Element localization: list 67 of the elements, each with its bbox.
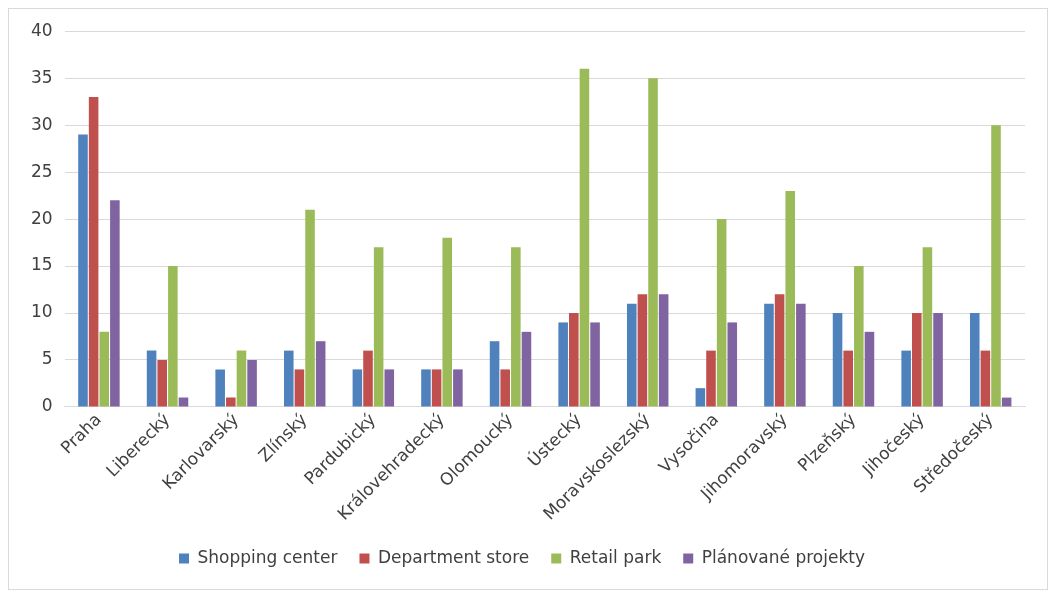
y-tick-label: 30	[30, 113, 53, 134]
y-tick-label: 25	[30, 160, 53, 181]
bar	[373, 247, 384, 407]
bar	[315, 341, 326, 407]
y-tick-label: 5	[41, 348, 53, 369]
y-tick-label: 15	[30, 254, 53, 275]
bar	[969, 313, 980, 407]
bar	[215, 369, 225, 407]
bar	[283, 350, 294, 407]
bar	[569, 313, 579, 407]
bar	[247, 360, 257, 407]
bar	[922, 247, 933, 407]
y-tick-label: 0	[41, 395, 53, 416]
bar	[832, 313, 843, 407]
bar	[157, 360, 167, 407]
bar	[431, 369, 442, 407]
bar	[421, 369, 431, 407]
bar	[980, 350, 991, 407]
bar	[384, 369, 395, 407]
bar	[579, 68, 590, 407]
bar	[785, 190, 796, 407]
bar	[453, 369, 463, 407]
bar	[796, 303, 806, 407]
y-tick-label: 40	[30, 19, 53, 40]
bar	[168, 266, 178, 407]
bar	[912, 313, 922, 407]
legend-label: Shopping center	[197, 546, 338, 567]
bar	[500, 369, 510, 407]
y-tick-label: 20	[30, 207, 53, 228]
bar	[352, 369, 363, 407]
legend-label: Retail park	[569, 546, 662, 567]
bar	[626, 303, 637, 407]
bar	[658, 294, 669, 407]
bar	[78, 134, 88, 407]
legend-label: Plánované projekty	[701, 546, 865, 567]
bar	[590, 322, 600, 407]
bar	[558, 322, 568, 407]
bar	[521, 331, 532, 407]
bar	[695, 388, 706, 407]
bar	[901, 350, 911, 407]
bar	[637, 294, 648, 407]
bar	[442, 237, 453, 407]
bar	[764, 303, 774, 407]
legend-label: Department store	[377, 546, 530, 567]
bar	[991, 125, 1001, 407]
y-tick-label: 10	[30, 301, 53, 322]
bar	[854, 266, 864, 407]
bar	[727, 322, 738, 407]
bar	[363, 350, 373, 407]
bar	[843, 350, 853, 407]
bar	[88, 96, 99, 407]
bar	[774, 294, 785, 407]
bar	[294, 369, 305, 407]
bar	[305, 209, 315, 407]
bar	[864, 331, 875, 407]
bar	[110, 200, 120, 407]
bar	[716, 219, 727, 407]
y-tick-label: 35	[30, 66, 53, 87]
bar	[146, 350, 157, 407]
bar	[648, 78, 658, 407]
bar	[226, 397, 236, 407]
bar	[933, 313, 943, 407]
bar	[706, 350, 716, 407]
bar	[489, 341, 500, 407]
bar	[511, 247, 521, 407]
bar	[236, 350, 247, 407]
bar	[99, 331, 110, 407]
